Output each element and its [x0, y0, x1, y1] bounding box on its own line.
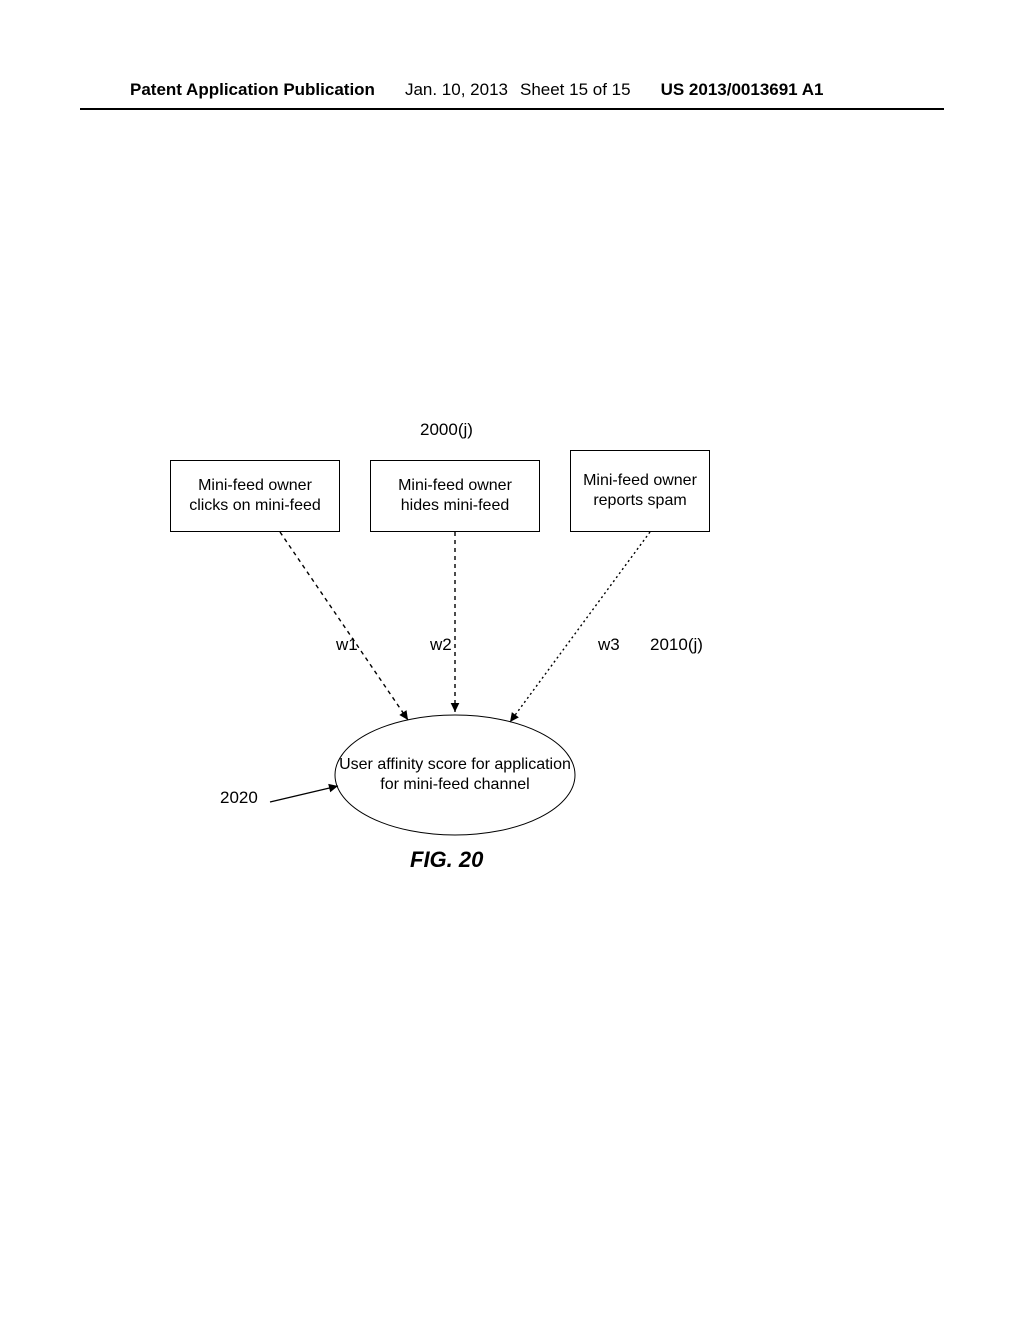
- figure-diagram: Mini-feed owner clicks on mini-feed Mini…: [110, 400, 910, 920]
- publication-date: Jan. 10, 2013: [405, 80, 508, 100]
- edge-weight-w2: w2: [430, 635, 452, 655]
- node-box-hides: Mini-feed owner hides mini-feed: [370, 460, 540, 532]
- page-header: Patent Application Publication Jan. 10, …: [0, 80, 1024, 100]
- sheet-number: Sheet 15 of 15: [520, 80, 631, 100]
- node-box-hides-text: Mini-feed owner hides mini-feed: [379, 476, 531, 516]
- page: Patent Application Publication Jan. 10, …: [0, 0, 1024, 1320]
- annotation-2010j: 2010(j): [650, 635, 703, 655]
- annotation-2020: 2020: [220, 788, 258, 808]
- edge-weight-w3: w3: [598, 635, 620, 655]
- node-box-spam: Mini-feed owner reports spam: [570, 450, 710, 532]
- edge-weight-w1: w1: [336, 635, 358, 655]
- document-number: US 2013/0013691 A1: [661, 80, 824, 100]
- node-ellipse-affinity: User affinity score for application for …: [335, 715, 575, 835]
- publication-label: Patent Application Publication: [130, 80, 375, 100]
- node-ellipse-affinity-text: User affinity score for application for …: [335, 755, 575, 795]
- node-box-spam-text: Mini-feed owner reports spam: [579, 471, 701, 511]
- header-rule: [80, 108, 944, 110]
- node-box-clicks: Mini-feed owner clicks on mini-feed: [170, 460, 340, 532]
- figure-caption: FIG. 20: [410, 847, 483, 873]
- annotation-2000j: 2000(j): [420, 420, 473, 440]
- node-box-clicks-text: Mini-feed owner clicks on mini-feed: [179, 476, 331, 516]
